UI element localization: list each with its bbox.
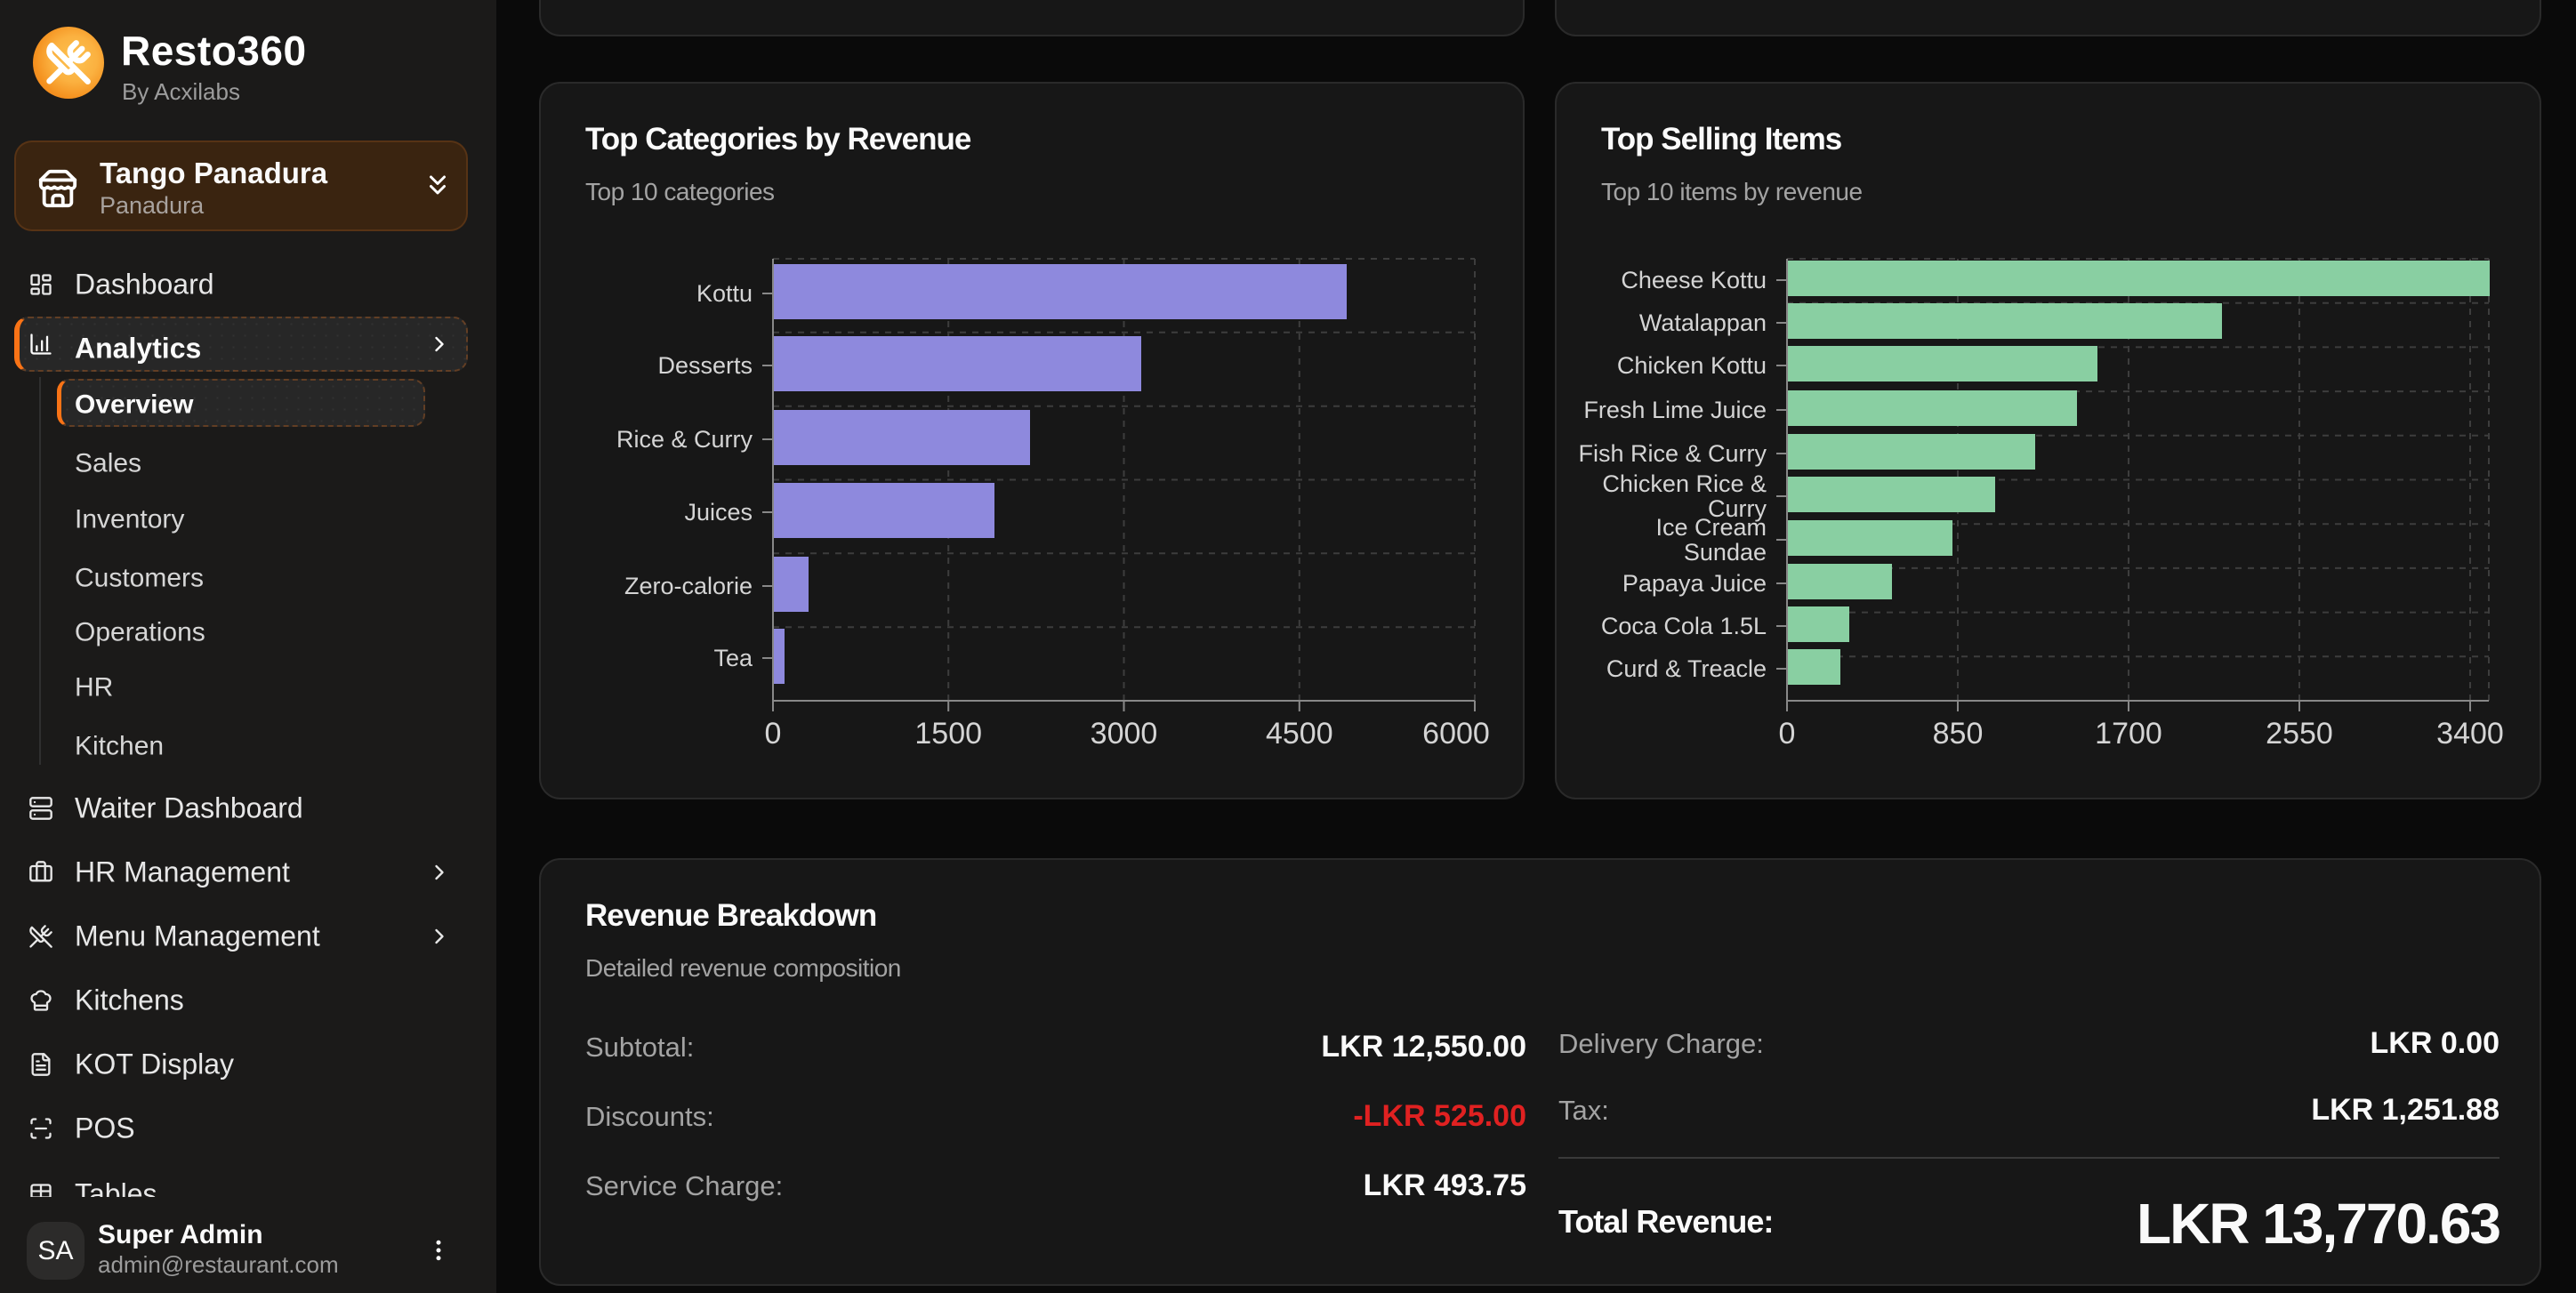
- svg-text:1700: 1700: [2095, 717, 2162, 751]
- svg-text:4500: 4500: [1266, 717, 1333, 751]
- svg-text:3000: 3000: [1091, 717, 1158, 751]
- svg-text:Curry: Curry: [1708, 495, 1767, 522]
- svg-text:Zero-calorie: Zero-calorie: [624, 573, 753, 599]
- svg-text:Coca Cola 1.5L: Coca Cola 1.5L: [1601, 613, 1767, 639]
- svg-text:Cheese Kottu: Cheese Kottu: [1621, 267, 1767, 293]
- svg-text:Desserts: Desserts: [657, 352, 753, 379]
- svg-text:Papaya Juice: Papaya Juice: [1622, 570, 1767, 597]
- svg-text:0: 0: [765, 717, 782, 751]
- svg-text:Ice Cream: Ice Cream: [1655, 514, 1767, 541]
- svg-text:Curd & Treacle: Curd & Treacle: [1606, 655, 1767, 682]
- svg-text:Sundae: Sundae: [1684, 539, 1767, 566]
- svg-text:Fish Rice & Curry: Fish Rice & Curry: [1578, 440, 1767, 467]
- svg-text:Chicken Rice &: Chicken Rice &: [1602, 470, 1767, 497]
- svg-text:3400: 3400: [2436, 717, 2504, 751]
- svg-text:Watalappan: Watalappan: [1639, 309, 1767, 336]
- svg-text:2550: 2550: [2266, 717, 2333, 751]
- svg-text:Fresh Lime Juice: Fresh Lime Juice: [1583, 397, 1767, 423]
- svg-text:850: 850: [1933, 717, 1984, 751]
- svg-text:6000: 6000: [1422, 717, 1490, 751]
- svg-text:Kottu: Kottu: [696, 280, 753, 307]
- svg-text:0: 0: [1779, 717, 1796, 751]
- svg-text:Tea: Tea: [713, 645, 753, 671]
- svg-text:Juices: Juices: [684, 499, 753, 526]
- svg-text:Chicken Kottu: Chicken Kottu: [1617, 352, 1767, 379]
- svg-text:1500: 1500: [914, 717, 982, 751]
- svg-text:Rice & Curry: Rice & Curry: [616, 426, 753, 453]
